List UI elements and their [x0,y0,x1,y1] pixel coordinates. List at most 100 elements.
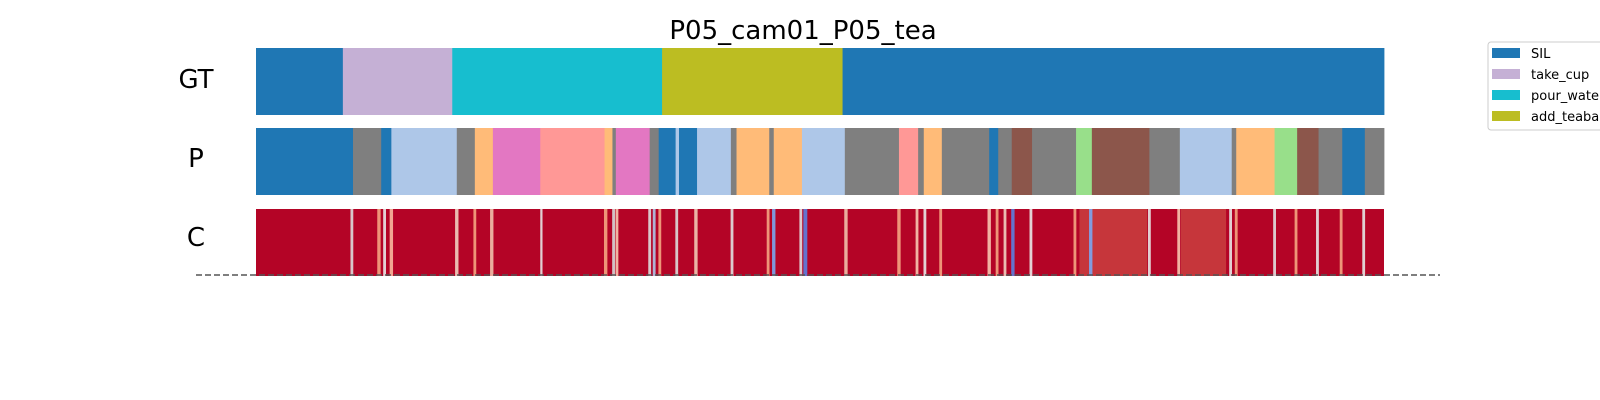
c-stripe-13 [658,209,662,276]
chart-title: P05_cam01_P05_tea [669,16,936,46]
gt-segment-3 [662,48,843,115]
legend-swatch-1 [1492,69,1520,79]
p-segment-37 [1297,128,1319,195]
p-segment-8 [604,128,613,195]
gt-segment-0 [256,48,344,115]
p-segment-40 [1364,128,1385,195]
p-segment-34 [1231,128,1237,195]
c-stripe-20 [803,209,808,276]
legend-swatch-2 [1492,90,1520,100]
c-stripe-40 [1339,209,1343,276]
p-segment-28 [1011,128,1033,195]
p-segment-7 [540,128,605,195]
c-stripe-37 [1273,209,1276,276]
gt-segment-4 [842,48,1385,115]
c-stripe-0 [350,209,354,276]
p-segment-33 [1179,128,1233,195]
prediction-timeline-bar [256,128,1385,195]
p-segment-10 [615,128,651,195]
p-segment-13 [675,128,680,195]
p-segment-21 [844,128,900,195]
c-stripe-10 [615,209,619,276]
p-segment-22 [898,128,919,195]
c-stripe-15 [694,209,698,276]
c-stripe-30 [1029,209,1033,276]
p-segment-4 [456,128,476,195]
c-stripe-16 [730,209,734,276]
c-stripe-12 [652,209,656,276]
c-stripe-24 [923,209,927,276]
c-stripe-26 [987,209,991,276]
p-segment-31 [1091,128,1150,195]
p-segment-32 [1149,128,1181,195]
p-segment-15 [697,128,732,195]
c-stripe-7 [540,209,543,276]
c-stripe-18 [772,209,776,276]
legend-label-0: SIL [1531,47,1551,62]
c-stripe-36 [1234,209,1238,276]
legend: SIL take_cup pour_water add_teabag [1487,41,1600,131]
legend-label-3: add_teabag [1531,110,1600,125]
row-label-c: C [187,223,205,253]
c-stripe-6 [490,209,494,276]
p-segment-38 [1318,128,1343,195]
c-stripe-22 [897,209,901,276]
p-segment-9 [612,128,617,195]
c-stripe-34 [1177,209,1181,276]
c-stripe-1 [377,209,381,276]
c-stripe-28 [1003,209,1007,276]
c-stripe-5 [473,209,477,276]
p-segment-18 [769,128,775,195]
p-segment-24 [923,128,943,195]
p-segment-1 [353,128,382,195]
c-stripe-3 [389,209,394,276]
p-segment-0 [256,128,354,195]
c-stripe-31 [1073,209,1077,276]
c-stripe-19 [799,209,803,276]
c-stripe-27 [995,209,999,276]
p-segment-26 [989,128,999,195]
c-stripe-9 [612,209,615,276]
gt-segment-2 [452,48,663,115]
c-stripe-14 [675,209,679,276]
c-stripe-4 [455,209,459,276]
c-stripe-21 [844,209,848,276]
row-label-p: P [188,144,204,174]
c-stripe-39 [1316,209,1319,276]
c-stripe-41 [1362,209,1366,276]
c-stripe-17 [766,209,770,276]
p-segment-11 [649,128,660,195]
legend-swatch-3 [1492,111,1520,121]
c-stripe-38 [1294,209,1298,276]
legend-swatch-0 [1492,48,1520,58]
row-label-gt: GT [178,65,213,95]
p-segment-29 [1032,128,1077,195]
c-stripe-35 [1229,209,1233,276]
c-stripe-25 [939,209,943,276]
p-segment-3 [391,128,458,195]
p-segment-16 [730,128,737,195]
c-stripe-23 [915,209,919,276]
confidence-timeline-bar [256,209,1384,276]
p-segment-23 [918,128,925,195]
p-segment-14 [679,128,698,195]
p-segment-27 [998,128,1013,195]
c-stripe-2 [383,209,387,276]
c-stripe-33 [1147,209,1151,276]
p-segment-39 [1342,128,1366,195]
c-stripe-8 [603,209,608,276]
c-stripe-32 [1089,209,1093,276]
p-segment-6 [492,128,541,195]
c-stripe-29 [1011,209,1015,276]
c-stripe-11 [648,209,652,276]
gt-segment-1 [342,48,453,115]
legend-label-1: take_cup [1531,68,1589,83]
p-segment-5 [474,128,494,195]
legend-frame [1487,41,1600,131]
c-band-1 [1180,209,1227,276]
p-segment-17 [736,128,770,195]
p-segment-25 [941,128,990,195]
gt-timeline-bar [256,48,1385,115]
p-segment-30 [1076,128,1093,195]
